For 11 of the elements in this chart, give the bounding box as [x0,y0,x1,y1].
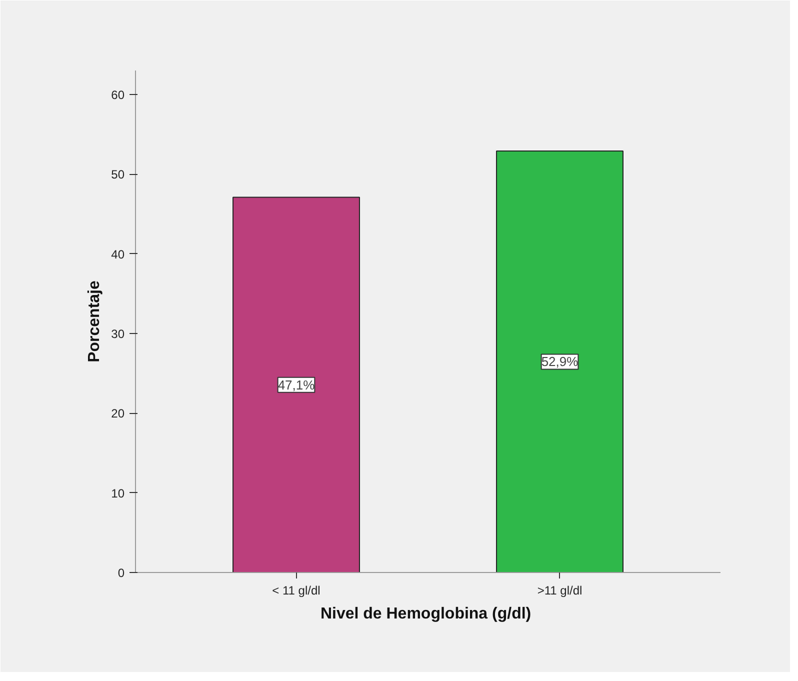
x-tick-label: < 11 gl/dl [272,584,320,598]
y-tick-label: 60 [111,88,125,102]
y-axis-title: Porcentaje [86,280,104,362]
y-tick-label: 10 [111,486,125,500]
y-tick-label: 20 [111,406,125,421]
y-tick-label: 30 [111,326,125,341]
y-tick-label: 0 [118,566,125,580]
y-tick-label: 50 [111,168,125,182]
y-tick-label: 40 [111,247,125,262]
x-axis-title: Nivel de Hemoglobina (g/dl) [320,606,532,622]
x-tick-label: >11 gl/dl [537,584,582,598]
